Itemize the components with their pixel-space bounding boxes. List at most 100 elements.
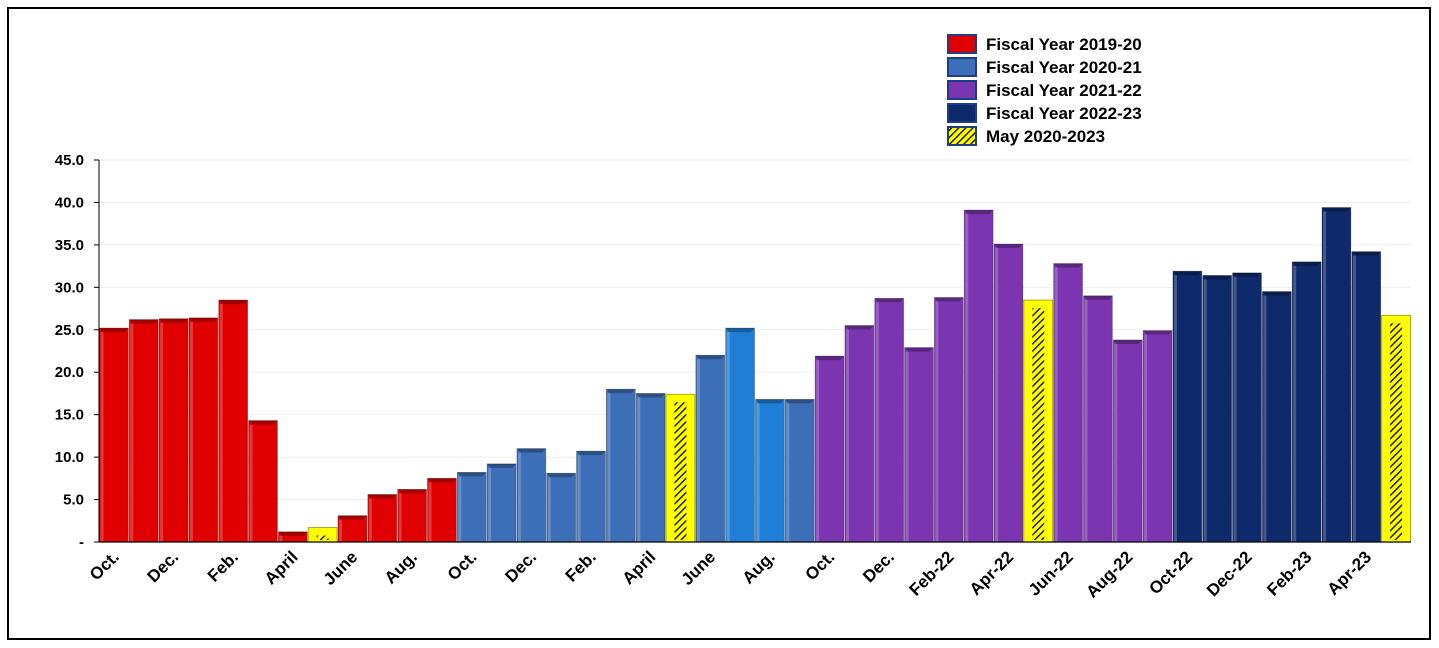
bar-body: [99, 327, 129, 543]
bar-highlight: [935, 301, 939, 542]
y-tick-label: 15.0: [55, 407, 84, 424]
y-tick-label: 10.0: [55, 449, 84, 466]
bar-bevel: [1351, 251, 1381, 256]
bar-body: [427, 477, 457, 543]
bar-bevel: [874, 298, 904, 303]
bar-body: [993, 243, 1024, 543]
bar-bevel: [934, 297, 964, 302]
x-tick-label: April: [619, 547, 660, 588]
bar: [1083, 295, 1113, 543]
x-tick-label: Oct.: [86, 547, 123, 584]
bar-highlight: [1233, 276, 1237, 542]
x-tick-label: Dec.: [859, 547, 898, 586]
bar-highlight: [607, 393, 611, 542]
bar: [1381, 314, 1411, 543]
bar-bevel: [576, 451, 606, 456]
x-tick-label: June: [320, 547, 361, 588]
bar-body: [1202, 275, 1232, 543]
bar-bevel: [129, 319, 159, 324]
bar-bevel: [785, 399, 815, 404]
bar-body: [635, 393, 666, 543]
bar-bevel: [1322, 207, 1351, 212]
legend-label: Fiscal Year 2021-22: [986, 81, 1142, 100]
bar-body: [456, 471, 487, 543]
bar: [158, 318, 189, 543]
legend-label: Fiscal Year 2019-20: [986, 35, 1142, 54]
x-tick-label: Feb-22: [905, 547, 957, 599]
bar: [606, 388, 636, 543]
bar-bevel: [1172, 271, 1202, 276]
bar-bevel: [338, 515, 367, 520]
bar-bevel: [636, 393, 666, 398]
bar: [1321, 207, 1352, 543]
bar-highlight: [995, 248, 999, 543]
x-tick-label: Feb-23: [1263, 547, 1315, 599]
bar: [934, 297, 964, 543]
y-tick-label: 35.0: [55, 237, 84, 254]
bar: [814, 355, 845, 543]
x-tick-label: Oct.: [802, 547, 839, 584]
x-tick-label: Oct.: [444, 547, 481, 584]
bar-bevel: [904, 347, 934, 352]
bar-body: [367, 494, 398, 543]
bar-highlight: [1323, 211, 1327, 542]
y-tick-label: 5.0: [63, 492, 84, 509]
bar-highlight: [368, 498, 372, 542]
bar-highlight: [1114, 343, 1118, 542]
chart-frame: - 5.0 10.0 15.0 20.0 25.0 30.0 35.0 40.0 45.0 Oct…: [7, 7, 1431, 640]
bar-highlight: [100, 332, 104, 542]
bar: [128, 319, 159, 543]
bar: [397, 488, 427, 543]
bar-highlight: [1352, 255, 1356, 542]
bar-bevel: [397, 489, 427, 494]
bar-body: [128, 319, 159, 543]
bar: [1351, 251, 1382, 543]
bar-highlight: [130, 323, 134, 542]
bar-bevel: [487, 463, 516, 468]
x-tick-label: Dec.: [144, 547, 183, 586]
bar: [963, 209, 994, 543]
bar: [1232, 272, 1262, 543]
bar: [993, 243, 1024, 543]
bar-body: [874, 297, 904, 543]
bar-bevel: [99, 328, 129, 333]
x-tick-label: Feb.: [204, 547, 242, 585]
y-tick-label: 25.0: [55, 322, 84, 339]
legend-label: Fiscal Year 2022-23: [986, 104, 1142, 123]
bar-highlight: [1054, 267, 1058, 542]
legend-swatch: [947, 103, 977, 123]
y-tick-label: 40.0: [55, 194, 84, 211]
bar-body: [606, 388, 636, 543]
bar-bevel: [606, 389, 636, 394]
bar: [1172, 270, 1203, 543]
bar-highlight: [219, 304, 223, 542]
bar-highlight: [1144, 334, 1148, 542]
bar-body: [188, 317, 219, 543]
bar-bevel: [546, 473, 576, 478]
y-tick-label: -: [79, 534, 84, 551]
y-tick-label: 45.0: [55, 152, 84, 169]
x-tick-label: Jun-22: [1025, 547, 1077, 599]
bar-highlight: [1263, 295, 1267, 542]
y-tick-label: 30.0: [55, 279, 84, 296]
bar-bevel: [1232, 272, 1262, 277]
x-tick-label: Aug.: [381, 547, 421, 587]
bar-bevel: [1202, 275, 1232, 280]
bar: [367, 494, 398, 543]
bar: [546, 472, 576, 543]
bar-highlight: [458, 476, 462, 542]
bar-hatch: [1032, 308, 1045, 540]
legend-swatch: [947, 57, 977, 77]
bar-body: [1351, 251, 1382, 543]
bar: [456, 471, 487, 543]
bar: [218, 299, 248, 543]
legend-item: May 2020-2023: [947, 126, 1105, 146]
bar-body: [695, 354, 726, 543]
bar-bevel: [427, 478, 457, 483]
bar-body: [397, 488, 427, 543]
bar-body: [248, 420, 278, 543]
bar-body: [1291, 261, 1322, 543]
bar: [1112, 339, 1143, 543]
legend-item: Fiscal Year 2021-22: [947, 80, 1142, 100]
x-tick-label: Dec.: [501, 547, 540, 586]
